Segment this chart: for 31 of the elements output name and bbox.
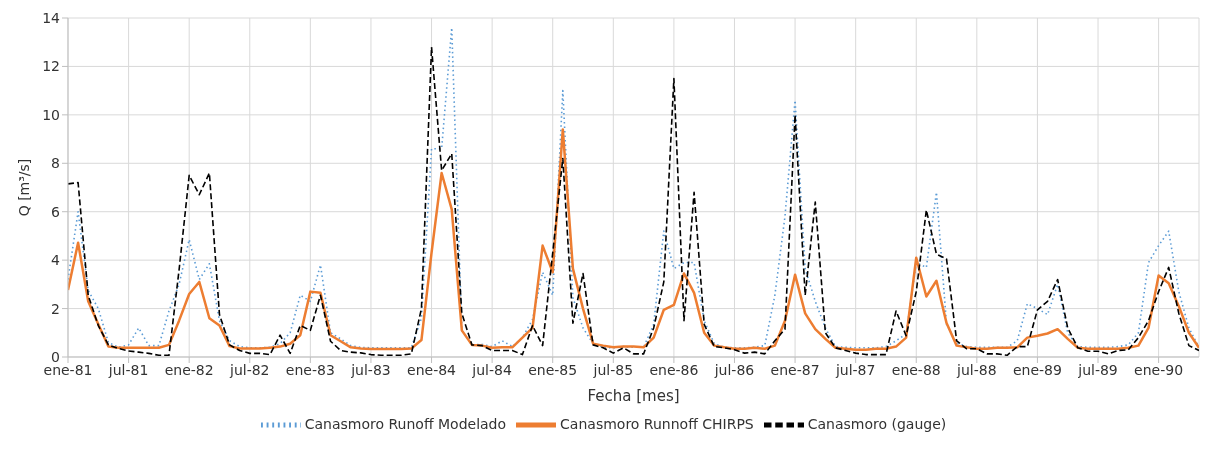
x-tick-label: ene-90 (1134, 361, 1184, 378)
x-tick-label: jul-86 (713, 361, 755, 378)
legend-label: Canasmoro Runoff Modelado (304, 416, 507, 432)
x-tick-label: jul-83 (350, 361, 391, 378)
y-tick-label: 8 (51, 155, 60, 172)
x-tick-label: jul-88 (956, 361, 997, 378)
x-tick-label: jul-82 (229, 361, 270, 378)
x-tick-label: ene-87 (770, 361, 820, 378)
x-tick-label: jul-84 (471, 361, 512, 378)
y-tick-label: 10 (42, 106, 60, 123)
line-series (68, 128, 1199, 351)
legend-label: Canasmoro Runnoff CHIRPS (560, 416, 754, 432)
x-tick-label: jul-85 (592, 361, 634, 378)
x-tick-label: ene-88 (891, 361, 941, 378)
y-tick-label: 6 (51, 203, 61, 220)
legend-label: Canasmoro (gauge) (807, 416, 947, 432)
y-tick-label: 12 (42, 58, 60, 75)
x-tick-label: ene-83 (285, 361, 335, 378)
y-axis-title: Q [m³/s] (15, 158, 32, 217)
x-tick-label: jul-87 (834, 361, 876, 378)
y-tick-label: 4 (51, 252, 61, 269)
x-axis-title: Fecha [mes] (587, 387, 680, 405)
x-tick-label: ene-85 (528, 361, 578, 378)
y-tick-label: 2 (51, 300, 60, 317)
x-tick-label: jul-89 (1077, 361, 1118, 378)
x-tick-label: ene-86 (649, 361, 699, 378)
x-tick-label: jul-81 (107, 361, 149, 378)
y-tick-label: 14 (42, 9, 61, 26)
x-tick-label: ene-84 (407, 361, 457, 378)
x-tick-label: ene-89 (1012, 361, 1062, 378)
x-tick-label: ene-82 (164, 361, 214, 378)
